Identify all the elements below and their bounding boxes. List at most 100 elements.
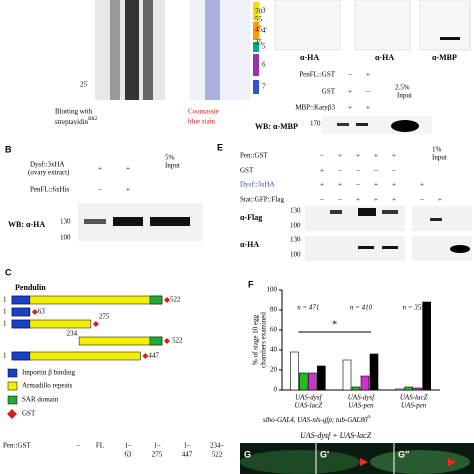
bar	[342, 359, 352, 391]
color-strip	[253, 54, 259, 76]
band	[430, 218, 442, 221]
sign: –	[319, 196, 324, 204]
lane-label: 447	[182, 451, 193, 459]
caption: Coomassie	[188, 108, 219, 116]
protein-name: Pendulin	[15, 283, 46, 292]
band	[382, 210, 398, 214]
lane-label: FL	[96, 442, 104, 450]
panel-letter: F	[248, 279, 254, 289]
panel-letter: B	[5, 144, 12, 154]
marker: 100	[290, 222, 301, 230]
start-label: 1	[3, 352, 7, 360]
marker: 45	[255, 26, 263, 34]
sign: +	[356, 152, 360, 160]
sign: +	[126, 165, 130, 173]
color-strip	[253, 80, 259, 94]
gel-lane	[143, 0, 153, 100]
sign: +	[320, 181, 324, 189]
importin-domain	[11, 307, 31, 317]
row-label: Stat::GFP::Flag	[240, 196, 284, 204]
start-label: 1	[3, 320, 7, 328]
footer: slbo-GAL4, UAS-nls-gfp; tub-GAL80ts	[263, 415, 371, 423]
lane-label: 275	[152, 451, 163, 459]
row-label: Pen::GST	[240, 152, 268, 160]
sign: –	[347, 71, 352, 79]
bar	[422, 301, 431, 391]
micrograph-detail	[370, 450, 470, 474]
y-axis-label: % of stage 10 egg	[252, 314, 260, 365]
sign: +	[320, 167, 324, 175]
strip-label: 3	[262, 7, 266, 15]
end-label: 275	[99, 313, 110, 321]
lane-header: Pen::GST	[3, 442, 31, 450]
sign: +	[348, 104, 352, 112]
sign: –	[365, 88, 370, 96]
x-tick-label: UAS-lacZ	[400, 394, 428, 402]
panel-letter: E	[217, 142, 223, 152]
lane-label: 1–	[154, 442, 162, 450]
lane-label: 1–	[184, 442, 192, 450]
band	[358, 246, 374, 249]
sign: +	[338, 152, 342, 160]
sign: +	[392, 196, 396, 204]
input-label: Input	[397, 92, 412, 100]
y-tick-label: 40	[270, 346, 278, 354]
lane-label: 63	[125, 451, 133, 459]
footer-sup: ts	[367, 415, 370, 420]
row-label: PenFL::GST	[299, 71, 336, 79]
row-label: (ovary extract)	[28, 169, 70, 177]
input-label: 2.5%	[395, 84, 410, 92]
row-label: GST	[240, 167, 254, 175]
sign: +	[366, 104, 370, 112]
sign: –	[355, 167, 360, 175]
bar	[317, 365, 326, 391]
sign: –	[337, 167, 342, 175]
importin-domain	[11, 351, 31, 361]
blot	[274, 0, 341, 51]
sign: +	[98, 165, 102, 173]
row-label: MBP::Karyβ3	[295, 104, 335, 112]
domain-bar	[11, 295, 163, 305]
marker: 55	[255, 16, 263, 24]
sign: +	[374, 152, 378, 160]
sign: +	[348, 88, 352, 96]
bar	[360, 375, 370, 391]
marker: 25	[80, 81, 88, 89]
marker: 130	[60, 218, 71, 226]
input-label: Input	[165, 162, 180, 170]
legend-label: Armadillo repeats	[22, 382, 73, 390]
marker: 70	[255, 8, 263, 16]
x-tick-label: UAS-pen	[401, 402, 427, 410]
gst-tag	[142, 353, 149, 359]
sign: +	[420, 181, 424, 189]
y-tick-label: 80	[270, 306, 278, 314]
bar	[299, 372, 308, 391]
gst-tag	[92, 321, 99, 327]
bar	[395, 388, 404, 391]
y-axis-label: chambers examined	[260, 312, 268, 368]
row-label: Dysf::3xHA	[30, 161, 65, 169]
start-label: 1	[3, 296, 7, 304]
end-label: 447	[148, 352, 159, 360]
blot	[305, 206, 405, 231]
bar	[308, 372, 317, 391]
lane-label: 234–	[210, 442, 225, 450]
n-label: n = 410	[350, 304, 373, 312]
importin-domain	[11, 295, 31, 305]
legend-swatch	[7, 381, 18, 391]
sign: –	[319, 152, 324, 160]
x-tick-label: UAS-dysf	[295, 394, 322, 402]
wb-label: WB: α-HA	[8, 220, 45, 229]
panel-letter: G'	[320, 449, 329, 459]
caption: blue stain	[188, 118, 216, 126]
input-label: 1%	[432, 146, 442, 154]
color-strip	[253, 2, 259, 20]
antibody: α-MBP	[432, 53, 457, 62]
sign: –	[337, 196, 342, 204]
sign: +	[374, 196, 378, 204]
blot	[354, 0, 411, 51]
band	[358, 208, 376, 216]
blot-label: α-Flag	[240, 213, 262, 222]
caption: Blotting with	[55, 108, 93, 116]
panel-letter: G	[244, 449, 251, 459]
